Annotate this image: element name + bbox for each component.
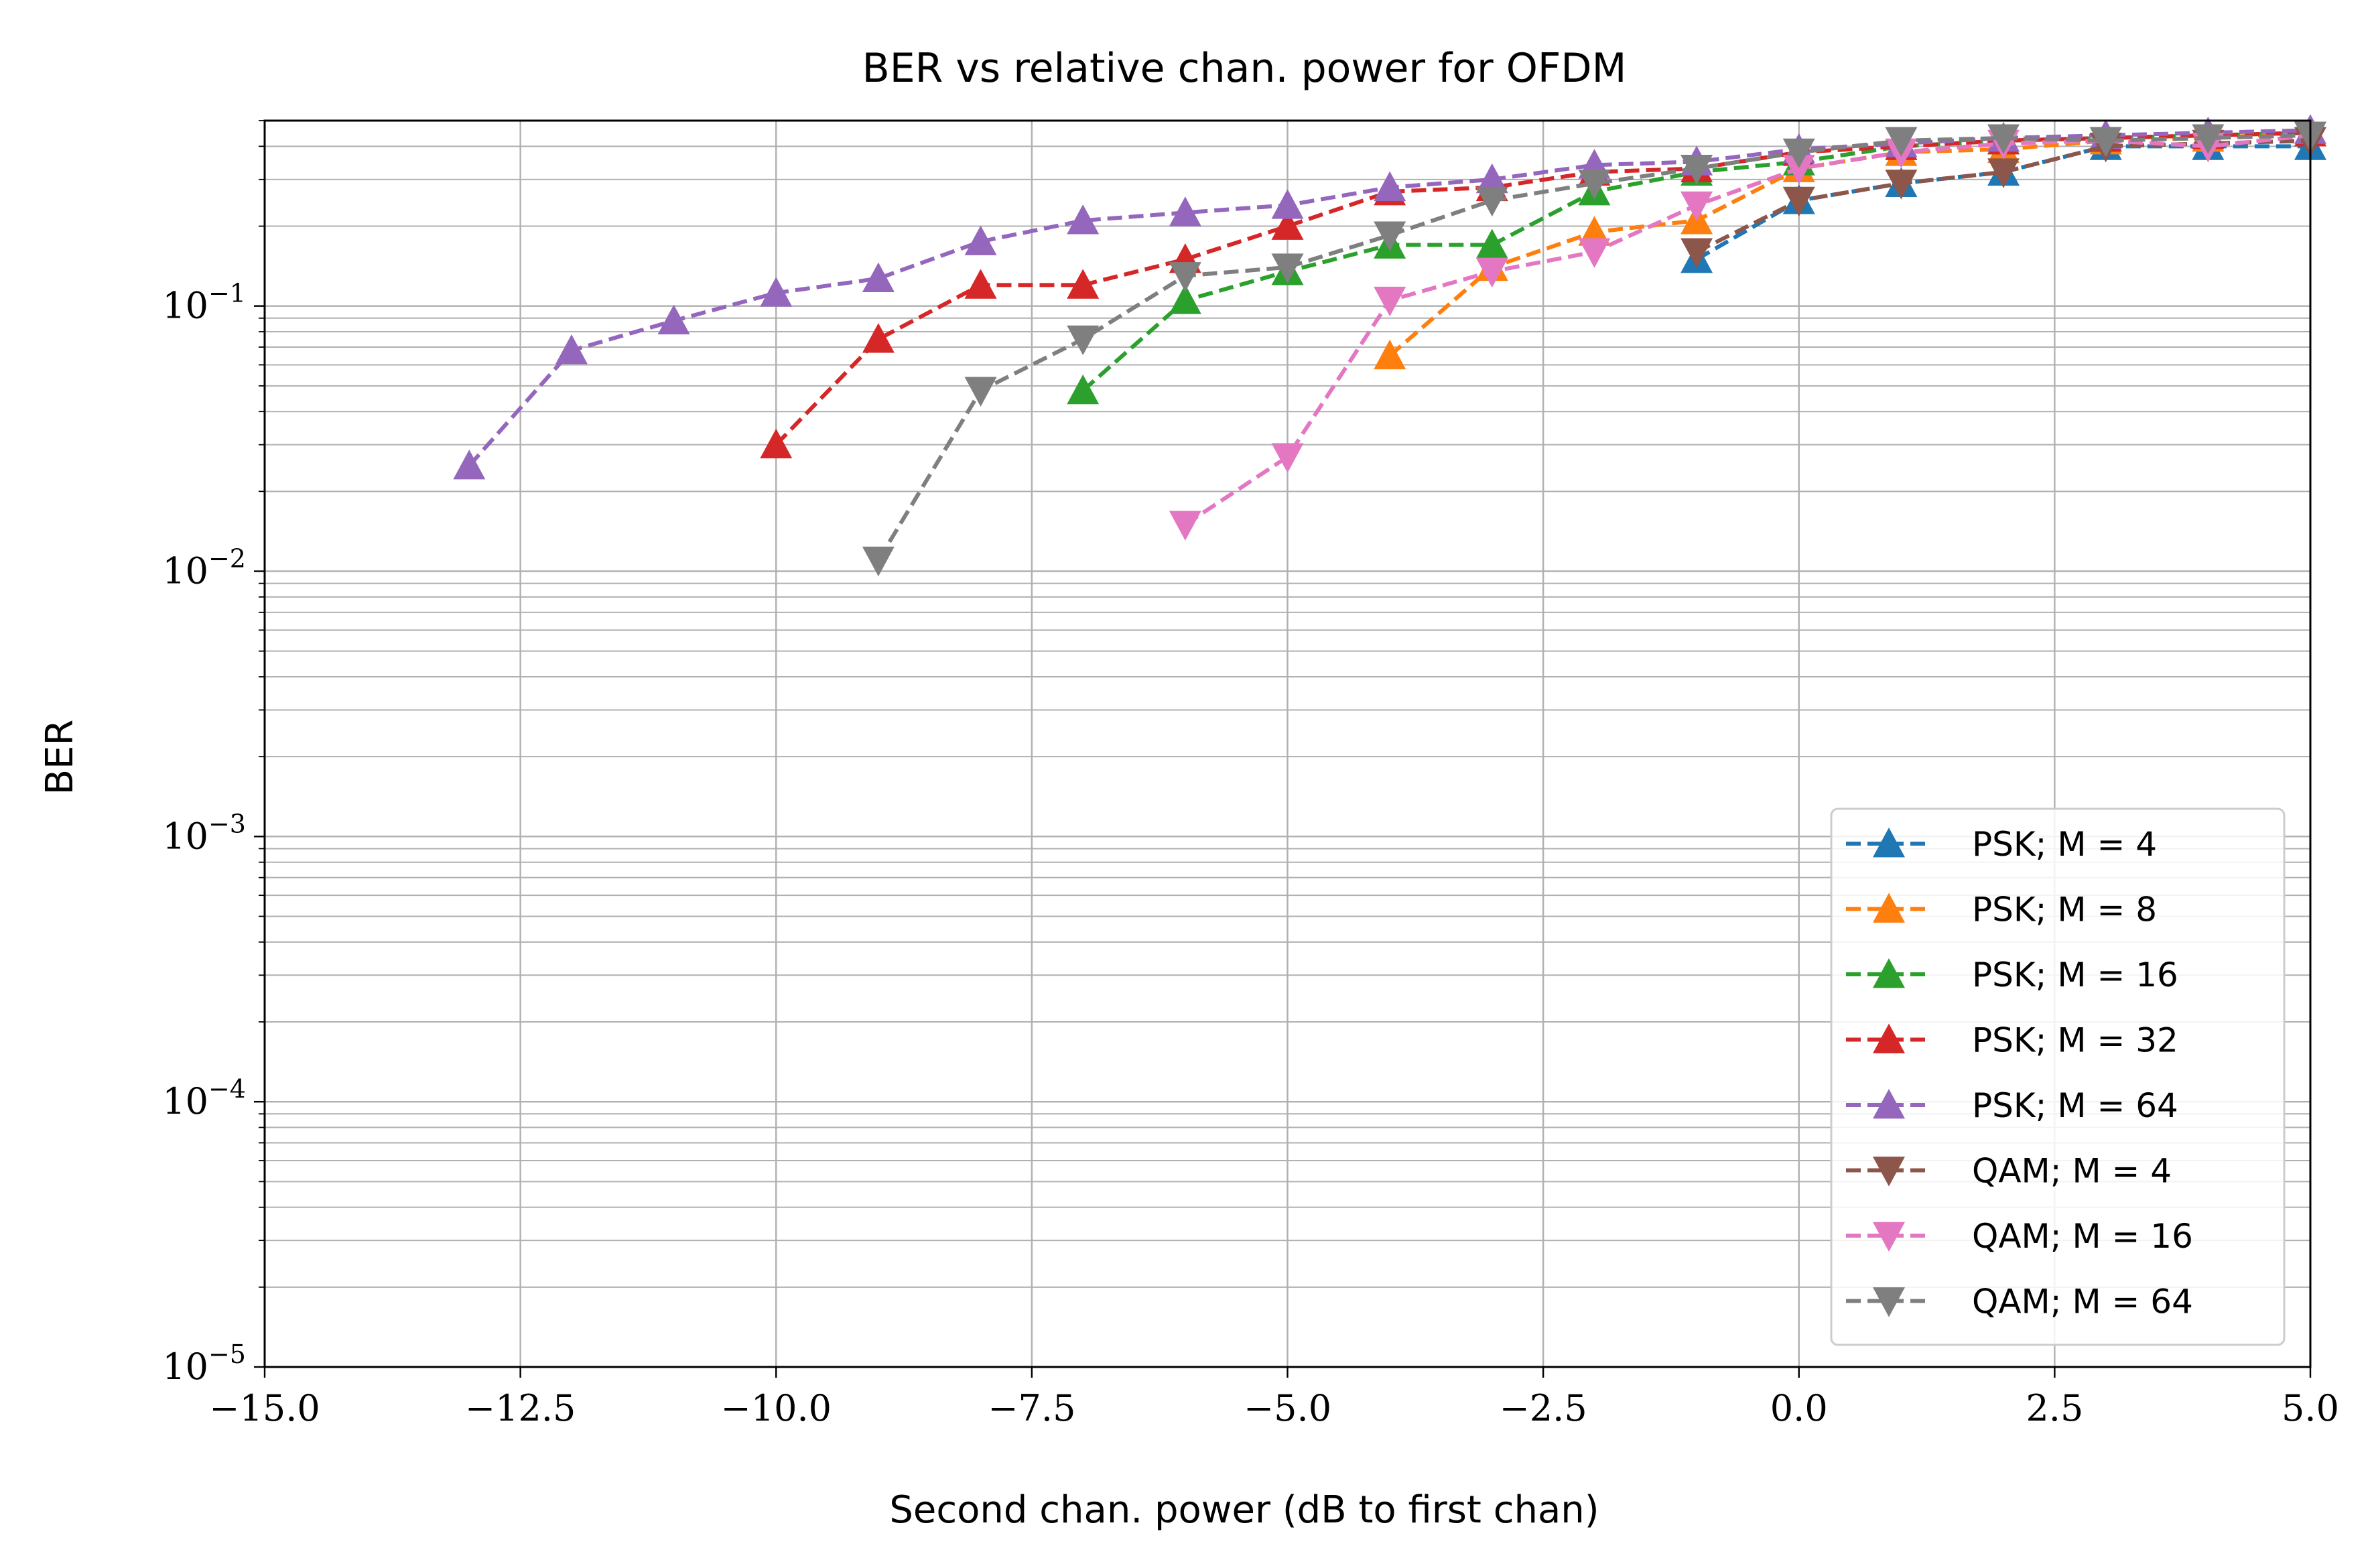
- legend-marker: [1873, 1287, 1905, 1317]
- legend-entry: QAM; M = 4: [1846, 1152, 2172, 1191]
- x-tick-label: −15.0: [209, 1387, 320, 1429]
- data-point: [964, 225, 997, 255]
- x-tick-label: −2.5: [1500, 1387, 1587, 1429]
- x-tick-label: −10.0: [721, 1387, 832, 1429]
- legend-entry: PSK; M = 16: [1846, 956, 2178, 994]
- data-point: [1475, 257, 1508, 288]
- legend-label: QAM; M = 4: [1972, 1152, 2172, 1191]
- data-point: [1681, 238, 1713, 268]
- legend-marker: [1873, 1222, 1905, 1252]
- data-point: [1169, 511, 1201, 541]
- data-point: [1169, 262, 1201, 292]
- legend-entry: QAM; M = 64: [1846, 1283, 2193, 1321]
- data-point: [1271, 189, 1304, 219]
- data-point: [1782, 155, 1815, 185]
- data-point: [1374, 286, 1406, 317]
- data-point: [1067, 204, 1100, 235]
- data-point: [1374, 339, 1406, 370]
- series-line: [876, 133, 2311, 562]
- x-tick-label: −5.0: [1244, 1387, 1331, 1429]
- data-point: [1271, 443, 1304, 473]
- legend-marker: [1873, 1023, 1905, 1053]
- x-tick-label: 2.5: [2026, 1387, 2083, 1429]
- data-point: [1885, 170, 1918, 200]
- y-axis-label: BER: [38, 720, 82, 795]
- data-point: [1169, 196, 1201, 226]
- legend-marker: [1873, 828, 1905, 858]
- y-tick-label: 10−2: [162, 544, 246, 592]
- legend-label: QAM; M = 16: [1972, 1217, 2193, 1256]
- data-point: [1067, 325, 1100, 356]
- axis-ticks: −15.0 −12.5 −10.0 −7.5 −5.0 −2.5 0.0 2.5 5.0 10−1…: [162, 120, 2339, 1429]
- data-point: [964, 377, 997, 407]
- y-tick-label: 10−5: [162, 1340, 246, 1388]
- data-point: [760, 277, 793, 307]
- data-point: [1987, 124, 2020, 154]
- data-point: [1578, 238, 1611, 268]
- legend-marker: [1873, 1089, 1905, 1119]
- series-line: [1184, 133, 2311, 527]
- x-tick-label: 0.0: [1770, 1387, 1828, 1429]
- data-point: [1271, 210, 1304, 240]
- data-point: [1271, 253, 1304, 283]
- data-point: [1169, 284, 1201, 314]
- data-point: [2192, 124, 2225, 154]
- data-point: [1578, 170, 1611, 200]
- legend-marker: [1873, 1157, 1905, 1187]
- legend-entry: PSK; M = 4: [1846, 825, 2157, 864]
- legend-label: PSK; M = 16: [1972, 956, 2178, 994]
- series-layer: [453, 114, 2326, 577]
- legend-marker: [1873, 893, 1905, 923]
- chart-title: BER vs relative chan. power for OFDM: [862, 45, 1627, 92]
- legend-box: [1830, 807, 2286, 1346]
- y-tick-label: 10−3: [162, 809, 246, 857]
- data-point: [1987, 158, 2020, 188]
- data-point: [1067, 269, 1100, 299]
- legend-entry: QAM; M = 16: [1846, 1217, 2193, 1256]
- data-point: [862, 262, 895, 292]
- data-point: [1374, 171, 1406, 202]
- data-point: [1475, 186, 1508, 217]
- y-tick-label: 10−1: [162, 279, 246, 327]
- x-axis-label: Second chan. power (dB to first chan): [889, 1488, 1599, 1532]
- data-point: [1374, 221, 1406, 251]
- data-point: [862, 546, 895, 577]
- data-point: [555, 334, 588, 365]
- legend-label: PSK; M = 4: [1972, 825, 2157, 864]
- data-point: [964, 269, 997, 299]
- data-point: [657, 304, 690, 335]
- data-point: [760, 428, 793, 459]
- x-tick-label: −12.5: [465, 1387, 576, 1429]
- data-point: [1885, 127, 1918, 157]
- legend-label: PSK; M = 64: [1972, 1086, 2178, 1125]
- legend-marker: [1873, 958, 1905, 988]
- data-point: [1475, 228, 1508, 259]
- data-point: [1681, 155, 1713, 185]
- series-8: [862, 121, 2326, 577]
- legend-label: PSK; M = 8: [1972, 891, 2157, 929]
- legend: PSK; M = 4 PSK; M = 8 PSK; M = 16 PSK; M = …: [1830, 807, 2286, 1346]
- y-tick-label: 10−4: [162, 1074, 246, 1122]
- data-point: [1782, 186, 1815, 217]
- data-point: [1782, 138, 1815, 169]
- data-point: [1067, 374, 1100, 405]
- x-tick-label: 5.0: [2282, 1387, 2339, 1429]
- legend-entry: PSK; M = 64: [1846, 1086, 2178, 1125]
- data-point: [1475, 163, 1508, 194]
- data-point: [453, 449, 486, 480]
- data-point: [2089, 127, 2122, 157]
- x-tick-label: −7.5: [988, 1387, 1075, 1429]
- legend-entry: PSK; M = 8: [1846, 891, 2157, 929]
- legend-label: QAM; M = 64: [1972, 1283, 2193, 1321]
- data-point: [1681, 191, 1713, 222]
- data-point: [862, 323, 895, 353]
- legend-entry: PSK; M = 32: [1846, 1021, 2178, 1060]
- legend-label: PSK; M = 32: [1972, 1021, 2178, 1060]
